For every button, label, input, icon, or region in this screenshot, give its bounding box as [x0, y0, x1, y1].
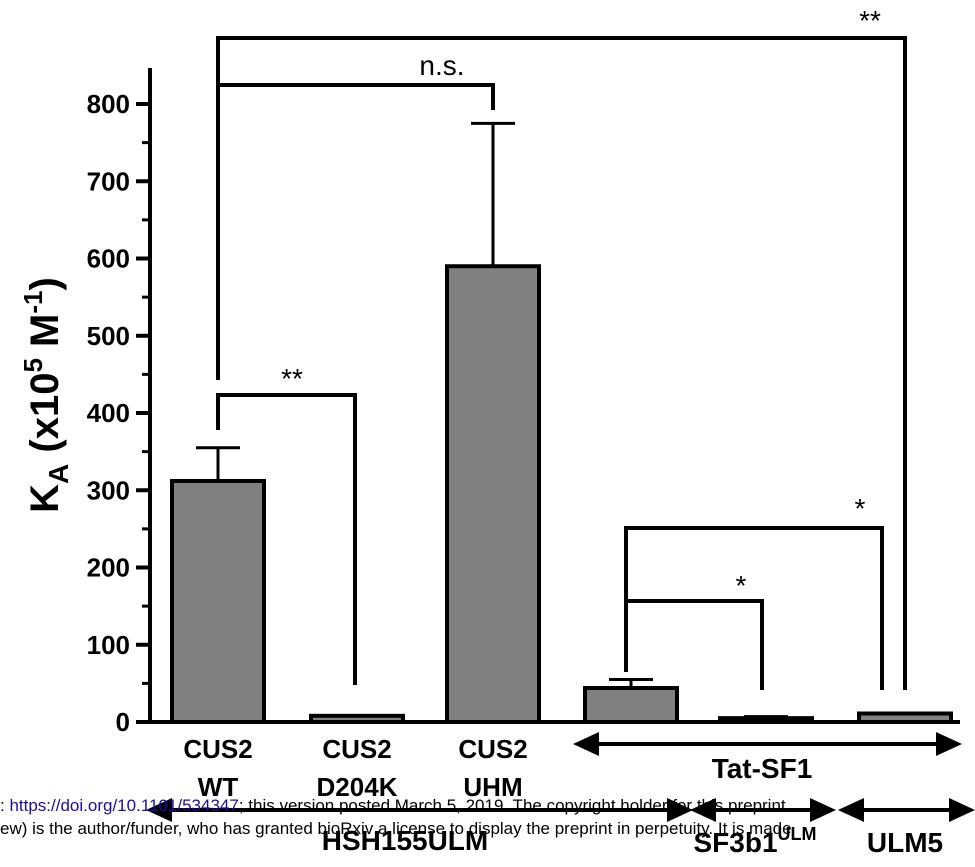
sf3b1-label-main: SF3b1	[693, 827, 777, 858]
group-arrows: Tat-SF1 HSH155ULM SF3b1ULM ULM5	[146, 732, 975, 858]
ulm5-arrow-head-right	[949, 798, 975, 822]
bracket-tat-sf3b1	[624, 599, 764, 690]
category-label-line1: CUS2	[322, 734, 391, 764]
sf3b1-arrow-head-left	[690, 798, 716, 822]
bracket-wt-d204k-label: **	[281, 363, 303, 394]
ulm5-arrow-head-left	[838, 798, 864, 822]
category-labels: CUS2 WT CUS2 D204K CUS2 UHM	[183, 734, 527, 802]
y-axis-label: KA (x105 M-1)	[18, 277, 74, 513]
bar	[170, 478, 266, 725]
tat-sf1-arrow-head-right	[936, 732, 962, 756]
sf3b1-label-sup: ULM	[778, 824, 817, 844]
hsh155-label: HSH155ULM	[322, 825, 488, 856]
y-tick-label: 100	[87, 630, 130, 660]
bracket-tat-sf3b1-label: *	[736, 570, 747, 601]
y-tick-label: 500	[87, 321, 130, 351]
footer-prefix: :	[0, 796, 10, 815]
category-label-line1: CUS2	[183, 734, 252, 764]
y-tick-label: 200	[87, 553, 130, 583]
y-tick-label: 400	[87, 398, 130, 428]
significance-brackets: **n.s.****	[216, 5, 907, 690]
bracket-wt-ulm5-label: **	[859, 5, 881, 36]
tat-sf1-label: Tat-SF1	[712, 753, 813, 784]
bracket-wt-uhm-label: n.s.	[419, 50, 464, 81]
footer-line-2: ew) is the author/funder, who has grante…	[0, 819, 792, 838]
bar	[718, 716, 814, 725]
bracket-tat-ulm5-label: *	[855, 493, 866, 524]
y-tick-label: 800	[87, 89, 130, 119]
doi-link[interactable]: https://doi.org/10.1101/534347	[9, 796, 239, 815]
y-tick-label: 300	[87, 475, 130, 505]
bar	[583, 686, 679, 725]
footer-rest: ; this version posted March 5, 2019. The…	[238, 796, 786, 815]
ulm5-label: ULM5	[867, 827, 943, 858]
category-label-line2: D204K	[317, 772, 398, 802]
bracket-wt-uhm	[216, 83, 495, 110]
category-label-line2: UHM	[463, 772, 522, 802]
y-tick-label: 600	[87, 244, 130, 274]
footer-line-1: : https://doi.org/10.1101/534347; this v…	[0, 796, 786, 816]
bracket-tat-ulm5	[624, 526, 884, 690]
y-tick-label: 0	[116, 707, 130, 737]
hsh155-arrow-head-left	[146, 798, 172, 822]
bar	[309, 713, 405, 725]
bar	[857, 711, 953, 725]
bracket-wt-ulm5	[216, 36, 907, 690]
bar	[445, 264, 541, 724]
bracket-wt-d204k	[216, 393, 357, 685]
chart-bars	[170, 121, 953, 725]
tat-sf1-arrow-head-left	[573, 732, 599, 756]
y-tick-label: 700	[87, 166, 130, 196]
hsh155-arrow-head-right	[667, 798, 693, 822]
sf3b1-label: SF3b1ULM	[693, 824, 816, 858]
chart-axes: 0 100 200 300 400 500 600 700 800	[87, 68, 960, 737]
sf3b1-arrow-head-right	[810, 798, 836, 822]
category-label-line2: WT	[198, 772, 239, 802]
category-label-line1: CUS2	[458, 734, 527, 764]
